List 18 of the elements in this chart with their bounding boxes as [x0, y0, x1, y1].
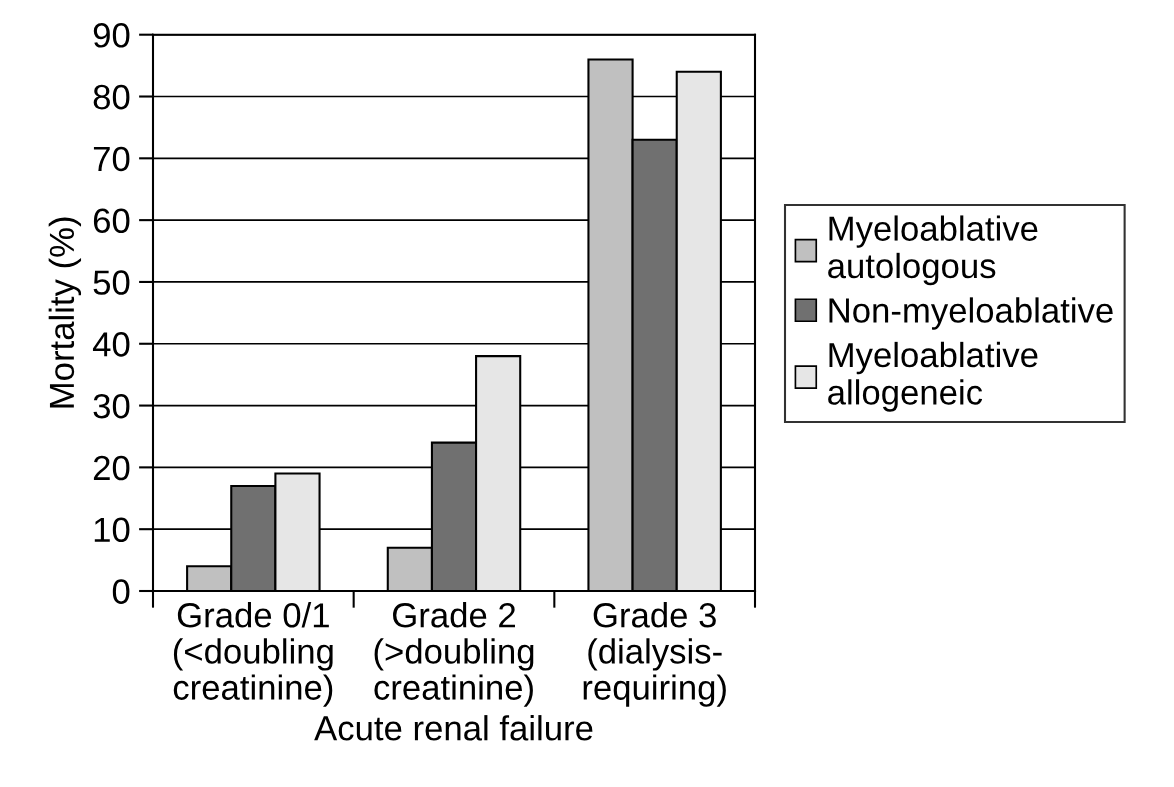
y-tick-label: 50: [93, 270, 130, 295]
y-tick-label: 80: [93, 84, 130, 110]
y-tick-label: 90: [93, 23, 130, 48]
y-tick-label: 10: [94, 517, 130, 543]
legend-label: Myeloablative autologous: [828, 215, 1038, 286]
y-tick-label: 0: [112, 579, 130, 604]
x-tick-label: Grade 0/1 (<doubling creatinine): [173, 602, 333, 707]
y-tick-label: 20: [93, 455, 130, 481]
y-tick-label: 60: [93, 208, 130, 234]
y-axis-title: Mortality (%): [48, 217, 82, 408]
y-tick-label: 70: [93, 146, 130, 172]
legend-label: Myeloablative allogeneic: [828, 341, 1038, 412]
x-tick-label: Grade 2 (>doubling creatinine): [374, 602, 534, 707]
y-tick-label: 40: [92, 332, 130, 357]
y-tick-label: 30: [93, 393, 130, 419]
legend-label: Non-myeloablative: [829, 297, 1113, 330]
x-axis-title: Acute renal failure: [314, 715, 593, 741]
x-tick-label: Grade 3 (dialysis- requiring): [583, 602, 726, 707]
